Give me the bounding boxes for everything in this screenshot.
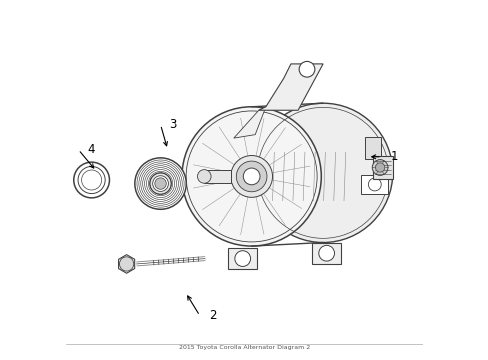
Circle shape	[197, 170, 211, 183]
Circle shape	[182, 107, 321, 246]
Text: 4: 4	[87, 143, 95, 156]
Text: 2015 Toyota Corolla Alternator Diagram 2: 2015 Toyota Corolla Alternator Diagram 2	[179, 345, 309, 350]
Polygon shape	[204, 170, 230, 183]
Circle shape	[371, 159, 387, 175]
Circle shape	[234, 251, 250, 266]
Circle shape	[375, 163, 384, 172]
Circle shape	[318, 246, 334, 261]
Polygon shape	[361, 175, 387, 194]
Circle shape	[135, 158, 186, 209]
Circle shape	[152, 176, 168, 192]
Polygon shape	[118, 255, 134, 273]
Text: 3: 3	[169, 118, 177, 131]
Circle shape	[253, 103, 392, 243]
Circle shape	[149, 173, 171, 194]
Circle shape	[155, 178, 166, 189]
Polygon shape	[228, 248, 257, 269]
Text: 1: 1	[390, 150, 398, 163]
Circle shape	[243, 168, 260, 185]
Circle shape	[74, 162, 109, 198]
Polygon shape	[364, 137, 380, 158]
Polygon shape	[233, 107, 265, 138]
Circle shape	[367, 178, 381, 191]
Circle shape	[299, 62, 314, 77]
Circle shape	[236, 161, 266, 192]
Circle shape	[230, 156, 272, 197]
Circle shape	[78, 166, 105, 194]
Circle shape	[81, 170, 102, 190]
Polygon shape	[312, 243, 340, 264]
Circle shape	[119, 257, 134, 271]
Polygon shape	[372, 156, 392, 179]
Polygon shape	[258, 64, 323, 110]
Text: 2: 2	[208, 309, 216, 322]
